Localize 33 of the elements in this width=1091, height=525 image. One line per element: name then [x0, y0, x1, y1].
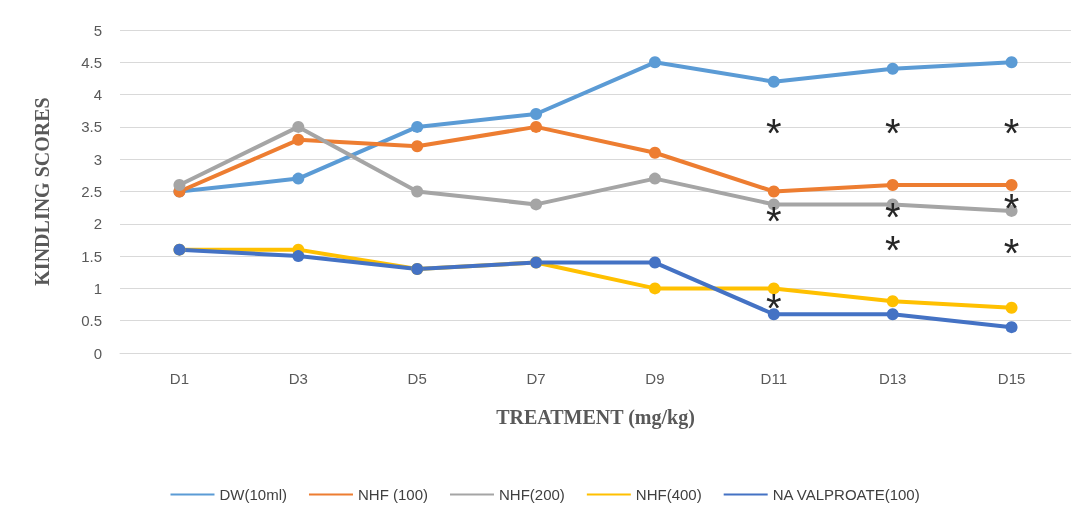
annotation: *	[766, 285, 782, 330]
annotation: *	[766, 111, 782, 156]
x-tick-label: D15	[997, 370, 1026, 387]
annotation: *	[884, 111, 901, 156]
legend-label: DW(10ml)	[219, 486, 287, 503]
y-tick-label: 3.5	[81, 118, 102, 136]
annotation: *	[1003, 111, 1020, 156]
y-tick-label: 0	[93, 344, 102, 362]
y-tick-label: 2	[93, 215, 102, 233]
annotation: *	[1003, 185, 1020, 230]
y-axis-title: KINDLING SCORES	[31, 97, 53, 286]
x-tick-label: D3	[288, 370, 308, 387]
annotation: *	[1003, 230, 1020, 275]
x-tick-label: D5	[407, 370, 427, 387]
y-tick-label: 3	[93, 150, 102, 168]
y-tick-label: 2.5	[81, 183, 102, 200]
legend-label: NHF(200)	[499, 486, 565, 503]
y-tick-label: 4	[93, 86, 102, 104]
y-tick-label: 1.5	[81, 247, 102, 265]
y-tick-label: 0.5	[81, 312, 102, 330]
legend-label: NHF(400)	[635, 486, 702, 503]
x-tick-label: D13	[878, 370, 907, 387]
legend-label: NA VALPROATE(100)	[772, 486, 920, 503]
y-tick-label: 5	[93, 21, 102, 39]
x-tick-label: D11	[760, 370, 788, 387]
x-tick-label: D7	[526, 370, 546, 387]
y-tick-label: 4.5	[81, 53, 102, 71]
y-tick-label: 1	[93, 279, 102, 297]
annotation: *	[766, 198, 782, 243]
x-axis-title: TREATMENT (mg/kg)	[496, 406, 695, 429]
x-tick-label: D1	[169, 370, 190, 387]
legend-label: NHF (100)	[357, 486, 428, 503]
x-tick-label: D9	[645, 370, 665, 387]
